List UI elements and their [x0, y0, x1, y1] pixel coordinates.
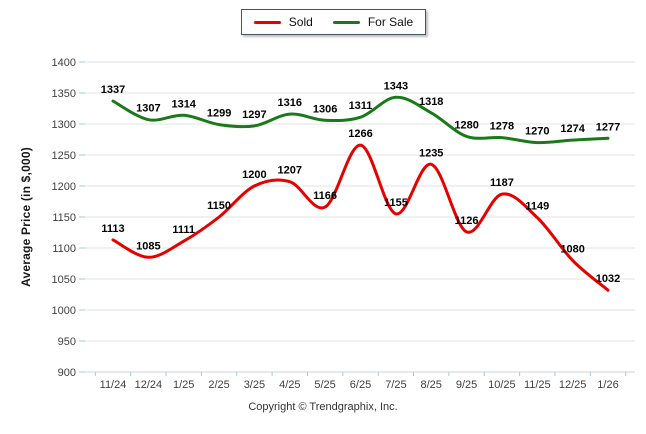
- y-tick-label: 1200: [52, 181, 76, 193]
- x-tick-label: 8/25: [420, 379, 441, 391]
- point-value-label: 1080: [560, 243, 584, 255]
- point-value-label: 1111: [172, 224, 195, 236]
- point-value-label: 1306: [313, 103, 337, 115]
- point-value-label: 1277: [596, 121, 620, 133]
- for-sale-line: [111, 95, 610, 145]
- y-tick-label: 900: [58, 367, 76, 379]
- y-axis-title: Average Price (in $,000): [19, 147, 33, 287]
- x-tick-label: 5/25: [314, 379, 335, 391]
- x-tick-label: 11/25: [524, 379, 551, 391]
- point-value-label: 1270: [525, 126, 549, 138]
- y-tick-label: 1000: [52, 305, 76, 317]
- point-value-label: 1307: [136, 103, 160, 115]
- x-tick-label: 12/24: [135, 379, 163, 391]
- x-tick-label: 11/24: [100, 379, 127, 391]
- point-value-label: 1343: [384, 80, 408, 92]
- point-value-label: 1274: [560, 123, 585, 135]
- x-tick-label: 9/25: [456, 379, 477, 391]
- x-tick-label: 3/25: [244, 379, 265, 391]
- point-value-label: 1113: [101, 223, 124, 235]
- copyright-text: Copyright © Trendgraphix, Inc.: [248, 401, 398, 413]
- y-tick-label: 1400: [52, 57, 76, 69]
- legend-item-for-sale: For Sale: [332, 15, 414, 29]
- point-value-label: 1314: [171, 98, 196, 110]
- point-value-label: 1311: [349, 100, 373, 112]
- y-tick-label: 1100: [52, 243, 76, 255]
- y-tick-label: 1300: [52, 119, 76, 131]
- point-value-label: 1278: [490, 121, 514, 133]
- point-value-label: 1200: [242, 169, 266, 181]
- point-value-label: 1280: [454, 119, 478, 131]
- x-tick-label: 1/26: [597, 379, 618, 391]
- sold-line-swatch: [253, 20, 281, 24]
- x-tick-label: 1/25: [173, 379, 194, 391]
- point-value-label: 1318: [419, 96, 443, 108]
- point-value-label: 1187: [490, 177, 514, 189]
- sold-line: [111, 143, 610, 292]
- legend-label-sold: Sold: [288, 15, 313, 29]
- point-value-label: 1297: [242, 109, 266, 121]
- point-value-label: 1299: [207, 108, 231, 120]
- x-tick-label: 12/25: [559, 379, 587, 391]
- legend-item-sold: Sold: [253, 15, 313, 29]
- x-tick-label: 7/25: [385, 379, 406, 391]
- point-value-label: 1085: [136, 240, 160, 252]
- point-value-label: 1032: [596, 273, 620, 285]
- y-tick-label: 1250: [52, 150, 76, 162]
- point-value-label: 1126: [455, 215, 479, 227]
- x-tick-label: 6/25: [350, 379, 371, 391]
- y-tick-label: 1050: [52, 274, 76, 286]
- point-value-label: 1166: [313, 190, 337, 202]
- for-sale-line-swatch: [332, 20, 360, 24]
- point-value-label: 1207: [278, 165, 302, 177]
- y-tick-label: 1150: [52, 212, 76, 224]
- chart-legend: Sold For Sale: [241, 9, 426, 35]
- point-value-label: 1155: [384, 197, 408, 209]
- legend-label-for-sale: For Sale: [367, 15, 414, 29]
- point-value-label: 1337: [101, 84, 125, 96]
- y-tick-label: 950: [58, 336, 76, 348]
- x-tick-label: 4/25: [279, 379, 300, 391]
- x-tick-label: 10/25: [488, 379, 516, 391]
- point-value-label: 1235: [419, 147, 443, 159]
- point-value-label: 1266: [348, 128, 372, 140]
- x-tick-label: 2/25: [208, 379, 229, 391]
- point-value-label: 1316: [278, 97, 302, 109]
- point-value-label: 1150: [207, 200, 231, 212]
- grid-layer: [85, 61, 635, 373]
- point-value-label: 1149: [525, 201, 549, 213]
- series-layer: [111, 95, 610, 292]
- y-tick-label: 1350: [52, 88, 76, 100]
- axis-layer: 900 950 1000 1050 1100 1150 1200 1250 1300 1350 14…: [52, 57, 635, 391]
- point-label-layer: 1113 1085 1111 1150 1200 1207 1166 1266 1155 1235…: [101, 80, 620, 285]
